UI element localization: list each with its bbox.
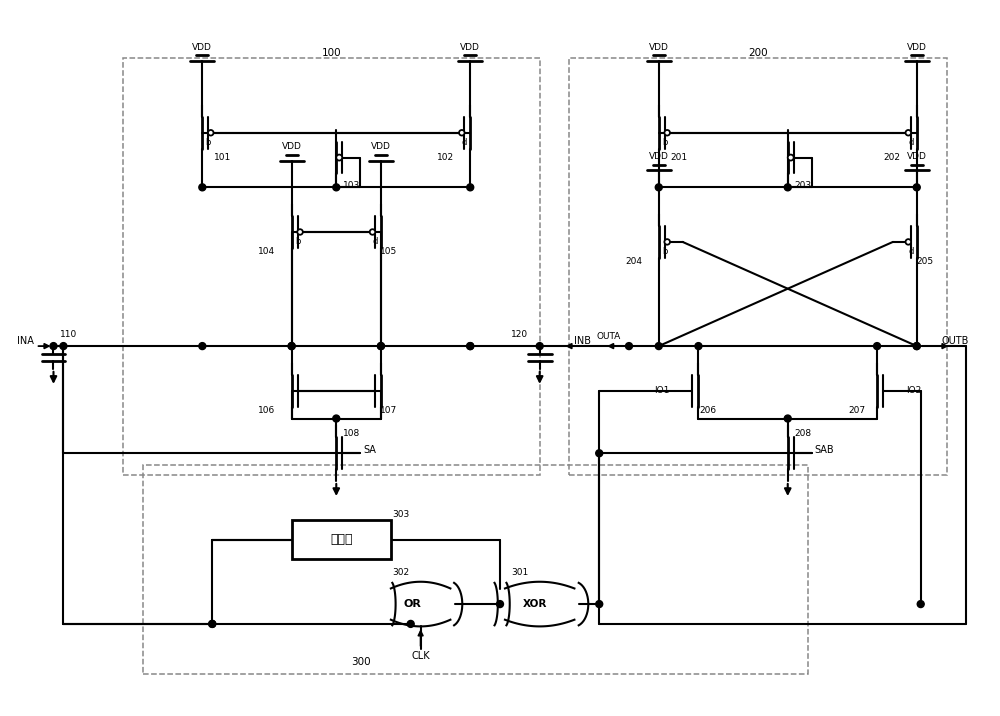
- Text: VDD: VDD: [649, 43, 669, 52]
- Text: VDD: VDD: [907, 152, 927, 161]
- Text: IO2: IO2: [906, 386, 921, 395]
- Text: 203: 203: [794, 181, 811, 190]
- Text: 303: 303: [392, 511, 409, 519]
- Circle shape: [297, 229, 303, 235]
- Text: VDD: VDD: [282, 142, 302, 151]
- Text: b: b: [295, 238, 300, 246]
- Text: d: d: [908, 138, 913, 147]
- Text: SAB: SAB: [815, 445, 834, 455]
- Text: 110: 110: [60, 329, 77, 339]
- Circle shape: [50, 343, 57, 349]
- Text: IO1: IO1: [654, 386, 670, 395]
- Circle shape: [913, 184, 920, 190]
- Circle shape: [497, 601, 503, 608]
- Text: 300: 300: [351, 657, 371, 667]
- Text: 301: 301: [511, 568, 528, 577]
- Text: INA: INA: [17, 336, 34, 346]
- Text: 206: 206: [700, 406, 717, 415]
- Circle shape: [467, 343, 474, 349]
- Text: b: b: [206, 138, 211, 147]
- Text: b: b: [662, 138, 667, 147]
- Circle shape: [913, 343, 920, 349]
- Circle shape: [336, 155, 342, 160]
- Text: d: d: [462, 138, 467, 147]
- Text: VDD: VDD: [907, 43, 927, 52]
- Circle shape: [377, 343, 384, 349]
- Circle shape: [906, 130, 911, 135]
- Text: VDD: VDD: [460, 43, 480, 52]
- Circle shape: [333, 184, 340, 190]
- Circle shape: [199, 184, 206, 190]
- Circle shape: [370, 229, 375, 235]
- Circle shape: [784, 415, 791, 422]
- Text: 120: 120: [511, 329, 528, 339]
- Text: 100: 100: [322, 49, 341, 59]
- Circle shape: [626, 343, 632, 349]
- Text: b: b: [662, 247, 667, 256]
- Bar: [123, 58, 540, 475]
- Text: VDD: VDD: [192, 43, 212, 52]
- Text: OR: OR: [404, 599, 422, 609]
- Text: VDD: VDD: [371, 142, 391, 151]
- Text: 102: 102: [437, 153, 454, 162]
- Text: 200: 200: [748, 49, 768, 59]
- Text: 101: 101: [214, 153, 231, 162]
- Text: 104: 104: [258, 247, 275, 256]
- Circle shape: [655, 184, 662, 190]
- Text: 107: 107: [380, 406, 397, 415]
- Text: XOR: XOR: [523, 599, 547, 609]
- Circle shape: [695, 343, 702, 349]
- Circle shape: [788, 155, 794, 160]
- Circle shape: [917, 601, 924, 608]
- Text: 207: 207: [849, 406, 866, 415]
- Circle shape: [199, 343, 206, 349]
- Circle shape: [459, 130, 465, 135]
- Circle shape: [906, 239, 911, 245]
- Text: 108: 108: [343, 429, 360, 438]
- Text: 105: 105: [380, 247, 397, 256]
- Text: 延时链: 延时链: [330, 533, 352, 546]
- Circle shape: [596, 450, 603, 457]
- Text: 106: 106: [258, 406, 275, 415]
- Circle shape: [913, 343, 920, 349]
- Circle shape: [467, 343, 474, 349]
- Text: INB: INB: [574, 336, 591, 346]
- Text: 205: 205: [916, 257, 933, 266]
- Bar: [569, 58, 947, 475]
- Circle shape: [536, 343, 543, 349]
- Circle shape: [874, 343, 881, 349]
- Text: 103: 103: [343, 181, 360, 190]
- Circle shape: [60, 343, 67, 349]
- Circle shape: [288, 343, 295, 349]
- Text: OUTA: OUTA: [597, 332, 621, 341]
- Circle shape: [209, 621, 216, 627]
- Circle shape: [209, 621, 216, 627]
- Text: 202: 202: [883, 153, 900, 162]
- Text: 302: 302: [392, 568, 409, 577]
- Circle shape: [664, 239, 670, 245]
- Text: SA: SA: [363, 445, 376, 455]
- Text: 201: 201: [670, 153, 687, 162]
- Text: d: d: [372, 238, 378, 246]
- Text: d: d: [908, 247, 913, 256]
- Circle shape: [596, 601, 603, 608]
- Circle shape: [377, 343, 384, 349]
- Circle shape: [333, 415, 340, 422]
- Circle shape: [208, 130, 214, 135]
- Circle shape: [288, 343, 295, 349]
- Circle shape: [664, 130, 670, 135]
- Circle shape: [784, 184, 791, 190]
- Circle shape: [407, 621, 414, 627]
- Bar: [292, 520, 391, 559]
- Text: VDD: VDD: [649, 152, 669, 161]
- Text: 204: 204: [625, 257, 642, 266]
- Bar: [143, 465, 808, 674]
- Text: CLK: CLK: [411, 651, 430, 661]
- Circle shape: [467, 184, 474, 190]
- Text: 208: 208: [794, 429, 811, 438]
- Circle shape: [655, 343, 662, 349]
- Text: OUTB: OUTB: [942, 336, 969, 346]
